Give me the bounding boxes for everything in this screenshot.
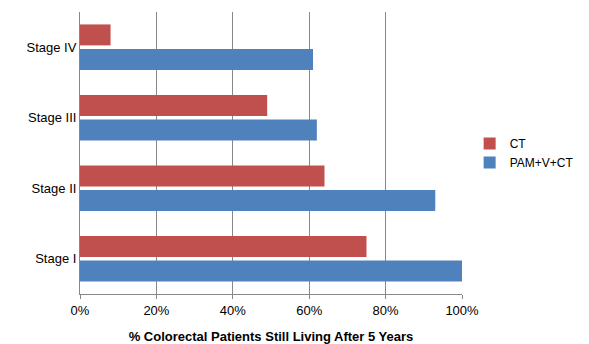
svg-text:Stage I: Stage I <box>35 251 76 266</box>
svg-text:0%: 0% <box>71 303 90 318</box>
svg-text:PAM+V+CT: PAM+V+CT <box>510 156 574 170</box>
svg-text:40%: 40% <box>220 303 246 318</box>
svg-text:Stage III: Stage III <box>28 110 76 125</box>
svg-text:80%: 80% <box>373 303 399 318</box>
svg-text:CT: CT <box>510 137 527 151</box>
svg-text:60%: 60% <box>296 303 322 318</box>
svg-text:20%: 20% <box>143 303 169 318</box>
svg-text:Stage II: Stage II <box>32 181 77 196</box>
svg-text:100%: 100% <box>445 303 479 318</box>
svg-text:Stage IV: Stage IV <box>27 40 77 55</box>
svg-text:% Colorectal Patients Still Li: % Colorectal Patients Still Living After… <box>129 329 414 344</box>
